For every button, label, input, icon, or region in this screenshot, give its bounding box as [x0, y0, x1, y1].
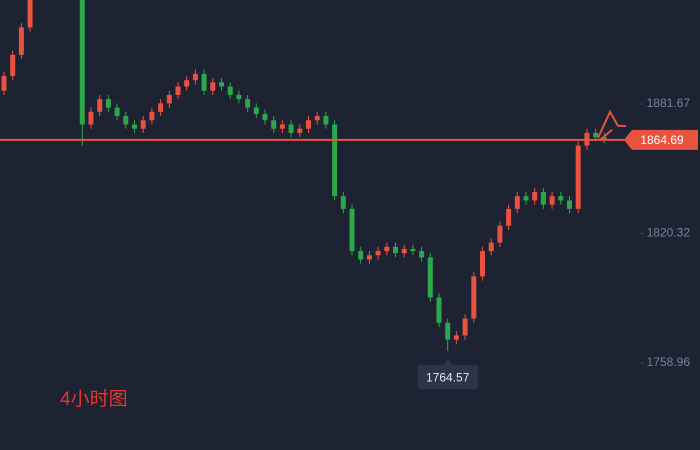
candle-body	[114, 107, 120, 117]
candle-body	[514, 196, 520, 209]
candle-body	[384, 246, 390, 252]
candle-body	[149, 111, 155, 121]
candle-body	[549, 196, 555, 205]
candle-body	[462, 318, 468, 336]
candle-body	[262, 113, 268, 121]
candle-body	[567, 200, 572, 209]
candle-body	[436, 297, 442, 323]
candle-body	[419, 251, 425, 258]
candle-body	[558, 196, 564, 201]
candle-body	[471, 276, 477, 319]
candle-body	[306, 120, 311, 129]
candle-body	[480, 251, 485, 277]
candle-body	[340, 196, 346, 209]
candle-body	[453, 335, 459, 340]
candle-body	[184, 80, 190, 87]
last-price-label: 1864.69	[640, 133, 684, 147]
candle-body	[323, 116, 329, 125]
candles	[1, 0, 607, 352]
low-annotation: 1764.57	[426, 370, 470, 384]
candle-body	[79, 0, 85, 125]
candle-body	[297, 128, 303, 133]
candle-body	[219, 82, 224, 87]
candle-body	[288, 124, 294, 133]
annotation-box	[417, 365, 478, 390]
candle-body	[393, 246, 398, 254]
candle-body	[88, 111, 94, 125]
candle-body	[253, 107, 259, 114]
y-tick-label: 1820.32	[647, 226, 691, 240]
candle-body	[140, 120, 146, 129]
candle-body	[332, 124, 338, 197]
candle-body	[18, 27, 24, 55]
candle-body	[575, 145, 581, 209]
last-price-box	[624, 129, 698, 150]
candle-body	[236, 94, 242, 100]
candle-body	[375, 251, 381, 256]
candle-body	[10, 54, 16, 76]
candle-body	[105, 99, 111, 108]
candle-body	[523, 196, 529, 201]
candle-body	[271, 120, 277, 129]
candle-body	[540, 191, 546, 205]
candle-body	[593, 132, 599, 138]
candle-body	[358, 251, 364, 260]
candle-body	[97, 99, 103, 112]
candle-body	[279, 124, 285, 129]
candle-body	[166, 94, 172, 104]
candle-body	[27, 0, 33, 28]
candle-body	[427, 257, 433, 298]
candle-body	[506, 208, 512, 226]
candle-body	[497, 225, 503, 243]
candle-body	[488, 242, 494, 252]
candle-body	[532, 191, 538, 201]
candle-body	[245, 99, 251, 108]
candle-body	[366, 255, 372, 260]
candle-body	[175, 86, 181, 95]
candle-body	[601, 137, 607, 140]
candle-body	[445, 322, 451, 340]
candle-body	[123, 116, 129, 125]
candle-body	[227, 86, 233, 95]
decoration-arrow	[597, 109, 626, 141]
candle-body	[210, 82, 216, 91]
annotation-pointer	[442, 359, 453, 366]
candle-body	[401, 248, 407, 254]
candle-body	[314, 116, 320, 121]
candle-body	[158, 103, 164, 112]
y-tick-label: 1758.96	[647, 355, 691, 369]
candle-body	[132, 124, 137, 129]
chart-title: 4小时图	[60, 388, 128, 410]
candle-body	[201, 73, 207, 91]
candle-body	[349, 208, 355, 252]
candle-body	[1, 75, 7, 91]
candle-body	[192, 73, 198, 81]
y-tick-label: 1881.67	[647, 96, 691, 110]
candle-body	[410, 248, 416, 252]
